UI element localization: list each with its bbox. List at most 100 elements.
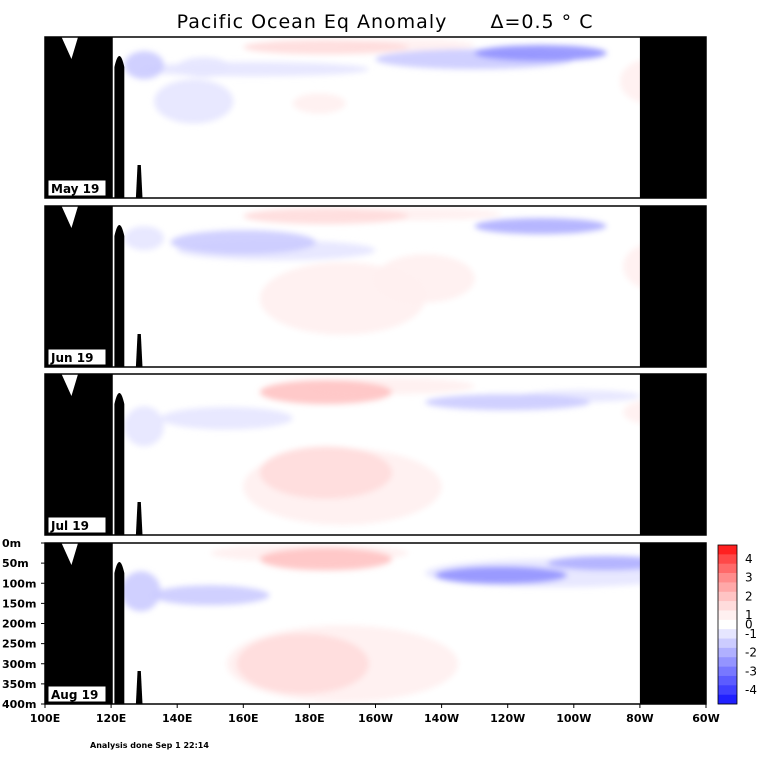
colorbar-swatch bbox=[718, 694, 737, 705]
y-tick-label: 100m bbox=[2, 577, 36, 590]
analysis-footnote: Analysis done Sep 1 22:14 bbox=[90, 741, 209, 750]
y-axis: 0m 50m 100m 150m 200m 250m 300m 350m 400m bbox=[2, 537, 45, 711]
cold-anomaly-patch bbox=[474, 218, 607, 235]
west-land-mass bbox=[45, 206, 113, 367]
y-tick-label: 0m bbox=[2, 537, 21, 550]
coast-notch bbox=[61, 374, 79, 396]
colorbar-label: -2 bbox=[745, 646, 757, 660]
colorbar: 4 3 2 10-1 -2 -3 -4 bbox=[717, 544, 757, 705]
colorbar-swatch bbox=[718, 685, 737, 695]
panel-frame bbox=[44, 205, 707, 368]
colorbar-label: -1 bbox=[745, 627, 757, 641]
x-tick-label: 100E bbox=[30, 712, 60, 725]
cold-anomaly-patch bbox=[124, 51, 164, 80]
colorbar-swatch bbox=[718, 591, 737, 602]
cold-anomaly-patch bbox=[501, 89, 528, 98]
colorbar-swatch bbox=[718, 638, 737, 649]
cold-anomaly-patch bbox=[170, 230, 317, 255]
warm-anomaly-patch bbox=[243, 39, 409, 55]
colorbar-swatch bbox=[718, 554, 737, 565]
anomaly-field bbox=[124, 39, 680, 124]
colorbar-swatch bbox=[718, 582, 737, 593]
y-tick-label: 300m bbox=[2, 658, 36, 671]
colorbar-label: -4 bbox=[745, 683, 757, 697]
y-tick-label: 250m bbox=[2, 638, 36, 651]
west-land-mass bbox=[45, 37, 113, 198]
x-tick-label: 160W bbox=[358, 712, 393, 725]
cold-anomaly-patch bbox=[137, 61, 369, 77]
cold-anomaly-patch bbox=[124, 406, 164, 447]
island-spike-small bbox=[135, 165, 143, 198]
y-tick-label: 200m bbox=[2, 618, 36, 631]
panel-0: May 19 bbox=[44, 36, 707, 199]
warm-anomaly-patch bbox=[375, 254, 475, 303]
coast-notch bbox=[61, 206, 79, 228]
anomaly-field bbox=[111, 544, 690, 702]
month-label-box bbox=[47, 179, 107, 197]
month-label-box bbox=[47, 348, 107, 366]
island-spike bbox=[114, 393, 125, 535]
x-tick-label: 60W bbox=[692, 712, 719, 725]
land-mask bbox=[45, 37, 706, 198]
x-tick-label: 160E bbox=[228, 712, 258, 725]
warm-anomaly-patch bbox=[259, 380, 393, 405]
coast-notch bbox=[61, 37, 79, 59]
y-tick-label: 150m bbox=[2, 597, 36, 610]
coast-notch bbox=[61, 543, 79, 565]
east-land-mass bbox=[639, 206, 706, 367]
x-tick-label: 140W bbox=[424, 712, 459, 725]
panels-layer: May 19 Jun 19 Jul 19 Aug 19 bbox=[44, 36, 707, 705]
chart-title: Pacific Ocean Eq Anomaly bbox=[177, 11, 448, 33]
cold-anomaly-patch bbox=[154, 79, 234, 124]
colorbar-swatch bbox=[718, 619, 737, 630]
cold-anomaly-patch bbox=[177, 57, 231, 78]
land-mask bbox=[45, 374, 706, 535]
month-label: Jul 19 bbox=[50, 519, 89, 533]
island-spike-small bbox=[135, 502, 143, 535]
colorbar-swatch bbox=[718, 647, 737, 658]
island-spike bbox=[114, 56, 125, 198]
colorbar-label: 2 bbox=[745, 589, 753, 603]
land-mask bbox=[45, 206, 706, 367]
east-land-mass bbox=[639, 374, 706, 535]
y-tick-label: 400m bbox=[2, 698, 36, 711]
x-tick-label: 120E bbox=[96, 712, 126, 725]
anomaly-field bbox=[124, 206, 706, 335]
x-tick-label: 120W bbox=[490, 712, 525, 725]
colorbar-label: -3 bbox=[745, 664, 757, 678]
warm-anomaly-patch bbox=[236, 633, 369, 694]
panel-frame bbox=[44, 373, 707, 536]
cold-anomaly-patch bbox=[121, 571, 161, 612]
month-label-box bbox=[47, 685, 107, 703]
colorbar-label: 0 bbox=[745, 618, 753, 632]
east-land-mass bbox=[639, 543, 706, 704]
warm-anomaly-patch bbox=[259, 446, 393, 499]
cold-anomaly-patch bbox=[160, 407, 293, 430]
cold-anomaly-patch bbox=[547, 555, 667, 571]
colorbar-swatch bbox=[718, 675, 737, 686]
colorbar-swatch bbox=[718, 666, 737, 677]
month-label: May 19 bbox=[51, 182, 99, 196]
west-land-mass bbox=[45, 543, 113, 704]
colorbar-swatch bbox=[718, 563, 737, 574]
anomaly-field bbox=[124, 378, 677, 525]
x-tick-label: 100W bbox=[556, 712, 591, 725]
west-land-mass bbox=[45, 374, 113, 535]
month-label: Aug 19 bbox=[51, 688, 98, 702]
warm-anomaly-patch bbox=[259, 547, 393, 571]
east-land-mass bbox=[639, 37, 706, 198]
x-tick-label: 80W bbox=[626, 712, 653, 725]
island-spike-small bbox=[135, 334, 143, 367]
colorbar-swatch bbox=[718, 601, 737, 611]
panel-frame bbox=[44, 36, 707, 199]
colorbar-label: 4 bbox=[745, 552, 753, 566]
colorbar-swatch bbox=[718, 545, 737, 555]
cold-anomaly-patch bbox=[474, 45, 607, 62]
cold-anomaly-patch bbox=[434, 566, 568, 585]
colorbar-label: 1 bbox=[745, 608, 753, 622]
colorbar-frame bbox=[717, 544, 738, 705]
land-mask bbox=[45, 543, 706, 704]
cold-anomaly-patch bbox=[425, 394, 591, 411]
island-spike-small bbox=[135, 671, 143, 704]
